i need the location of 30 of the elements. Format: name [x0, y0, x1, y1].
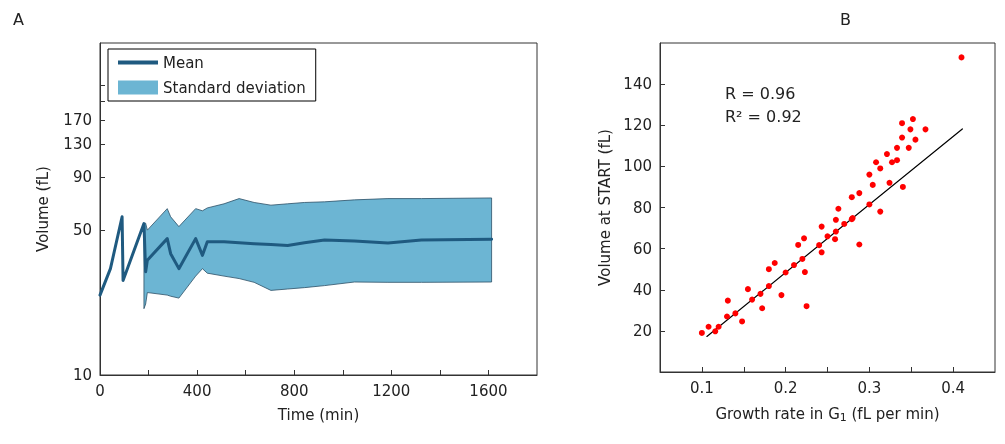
y-tick-label: 10 [72, 366, 92, 384]
y-tick-label: 80 [632, 198, 652, 217]
chart-title: B [840, 9, 851, 29]
x-tick-label: 800 [279, 381, 309, 400]
y-axis-title: Volume at START (fL) [595, 129, 614, 286]
y-tick-label: 20 [632, 321, 652, 340]
y-axis-title: Volume (fL) [33, 166, 52, 252]
y-tick-label: 120 [623, 116, 652, 135]
x-tick-label: 0.1 [689, 378, 714, 397]
x-tick-label: 0.3 [857, 378, 882, 397]
x-tick-label: 0.4 [941, 378, 966, 397]
y-tick-label: 90 [72, 168, 92, 187]
legend-label: Mean [163, 53, 204, 72]
y-tick-label: 140 [623, 75, 652, 94]
y-tick-label: 130 [63, 135, 92, 154]
y-tick-label: 60 [632, 239, 652, 258]
y-tick-label: 100 [623, 157, 652, 176]
legend-label: Standard deviation [163, 78, 306, 97]
annotation: R = 0.96 [725, 83, 796, 103]
x-tick-label: 0.2 [773, 378, 798, 397]
x-tick-label: 1200 [372, 381, 411, 400]
x-axis-title: Time (min) [276, 405, 360, 424]
x-tick-label: 0 [95, 381, 105, 400]
y-tick-label: 50 [72, 221, 92, 240]
y-tick-label: 170 [63, 111, 92, 130]
x-tick-label: 400 [182, 381, 212, 400]
y-tick-label: 40 [632, 280, 652, 299]
x-tick-label: 1600 [469, 381, 508, 400]
annotation: R² = 0.92 [725, 106, 802, 126]
chart-title: A [13, 9, 24, 29]
